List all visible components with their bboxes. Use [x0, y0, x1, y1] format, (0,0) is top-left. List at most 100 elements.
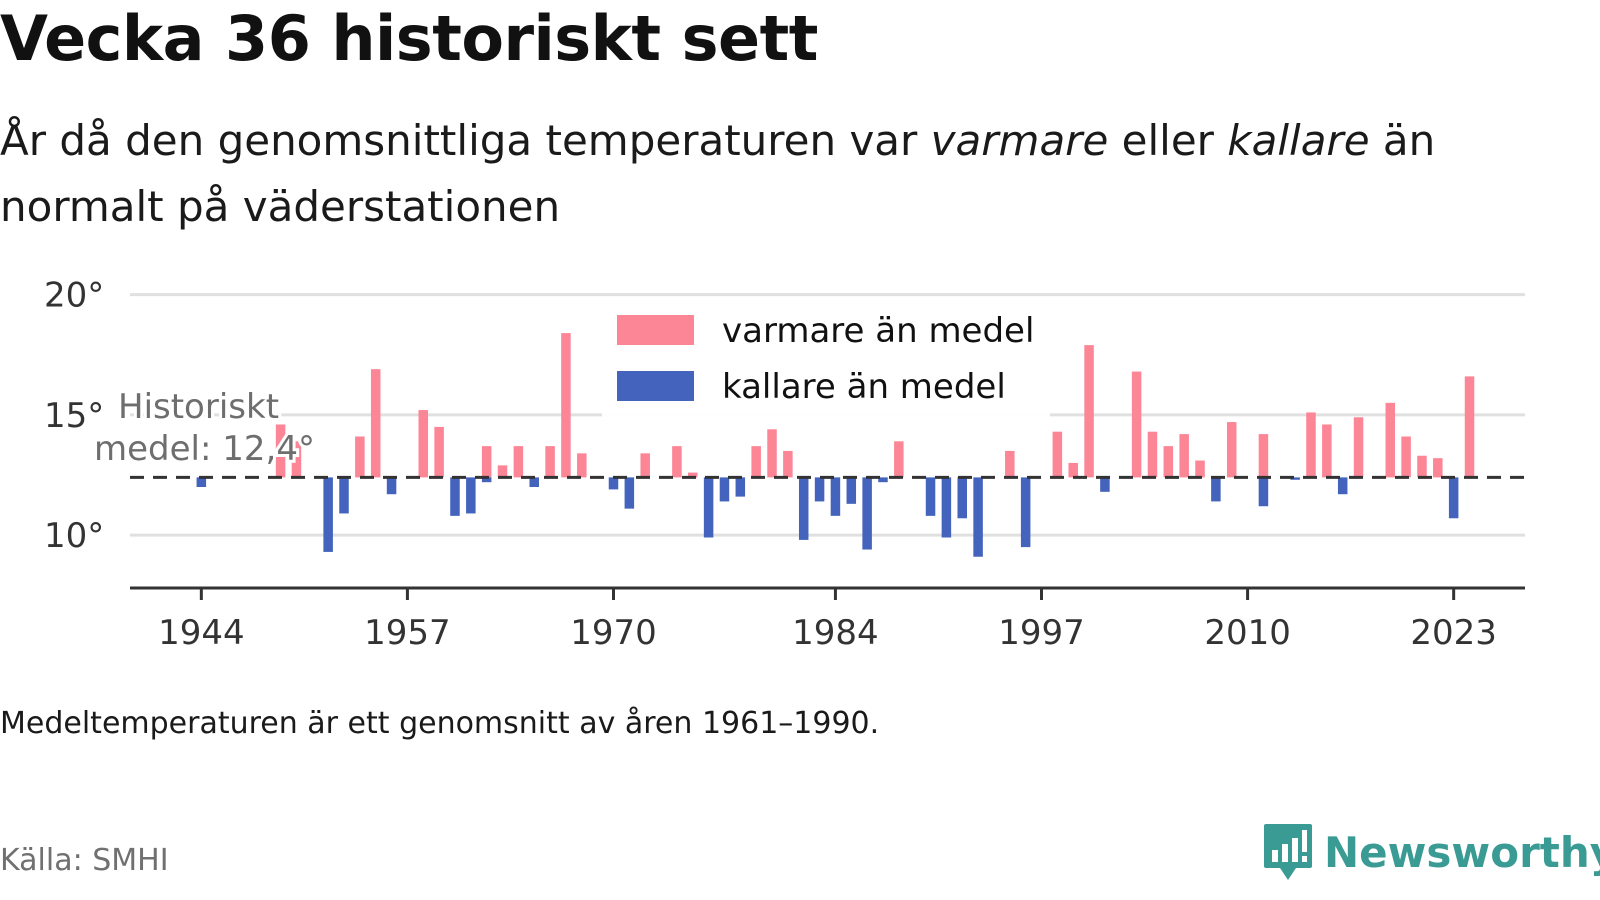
bar-warm [291, 441, 302, 478]
bar-warm [1131, 371, 1142, 478]
bar-cold [862, 477, 872, 550]
bars [196, 333, 1475, 557]
bar-cold [608, 477, 619, 490]
bar-cold [1020, 477, 1031, 548]
bar-warm [561, 333, 571, 478]
subtitle-cold-word: kallare [1227, 116, 1370, 165]
legend-swatch [617, 315, 694, 345]
legend: varmare än medel kallare än medel [602, 300, 1050, 422]
bar-warm [1322, 424, 1332, 478]
bar-warm [894, 441, 904, 478]
bar-cold [1100, 477, 1110, 492]
brand-logo: Newsworthy [1262, 820, 1600, 884]
bar-cold [973, 477, 983, 557]
source-label: Källa: SMHI [0, 843, 169, 878]
subtitle-text-3: än normalt på väderstationen [0, 116, 1436, 231]
bar-warm [640, 453, 650, 478]
x-tick-label: 1957 [364, 613, 451, 653]
logo-bar-1 [1272, 850, 1278, 862]
bar-cold [1258, 477, 1269, 507]
x-tick-label: 1944 [158, 613, 245, 653]
bar-warm [1464, 376, 1475, 478]
bar-cold [481, 477, 492, 483]
logo-bar-2 [1282, 844, 1288, 862]
bar-warm [1385, 402, 1396, 478]
bar-warm [751, 446, 761, 478]
bar-warm [1195, 460, 1205, 478]
x-tick-label: 2010 [1204, 613, 1291, 653]
x-tick-label: 1997 [998, 613, 1085, 653]
bar-warm [767, 429, 777, 478]
bar-warm [275, 424, 286, 478]
bar-cold [1290, 477, 1300, 480]
legend-label: varmare än medel [722, 311, 1034, 351]
logo-bar-3 [1292, 838, 1298, 862]
bar-cold [846, 477, 857, 504]
bar-cold [941, 477, 952, 538]
bar-cold [450, 477, 460, 516]
bar-warm [434, 426, 444, 478]
subtitle: År då den genomsnittliga temperaturen va… [0, 108, 1560, 240]
bar-warm [1147, 431, 1158, 478]
bar-cold [830, 477, 841, 516]
subtitle-text-1: År då den genomsnittliga temperaturen va… [0, 116, 931, 165]
bar-warm [577, 453, 587, 478]
bar-warm [355, 436, 365, 478]
reference-label-line2: medel: 12,4° [94, 429, 315, 469]
bar-cold [1448, 477, 1459, 519]
x-tick-label: 2023 [1410, 613, 1497, 653]
x-axis: 1944 1957 1970 1984 1997 2010 2023 [130, 586, 1525, 653]
footnote: Medeltemperaturen är ett genomsnitt av å… [0, 706, 880, 741]
bar-cold [957, 477, 967, 519]
legend-swatch [617, 371, 694, 401]
bar-cold [529, 477, 539, 487]
legend-label: kallare än medel [722, 367, 1006, 407]
bar-cold [925, 477, 936, 516]
bar-cold [703, 477, 714, 538]
bar-warm [1401, 436, 1411, 478]
subtitle-text-2: eller [1108, 116, 1228, 165]
bar-warm [513, 446, 524, 478]
bar-cold [196, 477, 207, 487]
y-axis-tick-labels: 10° 15° 20° [44, 276, 104, 556]
bar-warm [1052, 431, 1063, 478]
bar-warm [1005, 450, 1015, 478]
bar-cold [1211, 477, 1221, 502]
bar-warm [370, 369, 381, 478]
bar-cold [719, 477, 730, 502]
bar-warm [1258, 434, 1269, 478]
bar-warm [1068, 462, 1078, 478]
bar-cold [814, 477, 825, 502]
bar-warm [418, 410, 429, 478]
bar-warm [1353, 417, 1364, 478]
brand-name: Newsworthy [1324, 827, 1600, 877]
bar-cold [798, 477, 809, 540]
bar-warm [1163, 446, 1174, 478]
bar-warm [481, 446, 492, 478]
bar-cold [735, 477, 746, 497]
y-tick-label: 20° [44, 276, 104, 316]
bar-cold [339, 477, 349, 514]
bar-cold [1337, 477, 1348, 495]
reference-label-line1: Historiskt [118, 387, 279, 427]
bar-cold [386, 477, 397, 495]
bar-warm [688, 472, 698, 478]
bar-warm [1226, 422, 1237, 478]
bar-warm [672, 446, 682, 478]
page-title: Vecka 36 historiskt sett [0, 2, 818, 75]
bar-warm [1417, 455, 1427, 478]
bar-warm [497, 465, 508, 478]
bar-warm [1306, 412, 1316, 478]
bar-warm [545, 446, 555, 478]
logo-bar-4 [1302, 830, 1307, 852]
bar-warm [1179, 434, 1189, 478]
bar-cold [878, 477, 888, 483]
y-tick-label: 15° [44, 396, 104, 436]
newsworthy-logo-icon [1264, 824, 1312, 880]
y-tick-label: 10° [44, 516, 104, 556]
bar-cold [466, 477, 476, 514]
bar-warm [1433, 458, 1443, 478]
x-tick-label: 1970 [570, 613, 657, 653]
